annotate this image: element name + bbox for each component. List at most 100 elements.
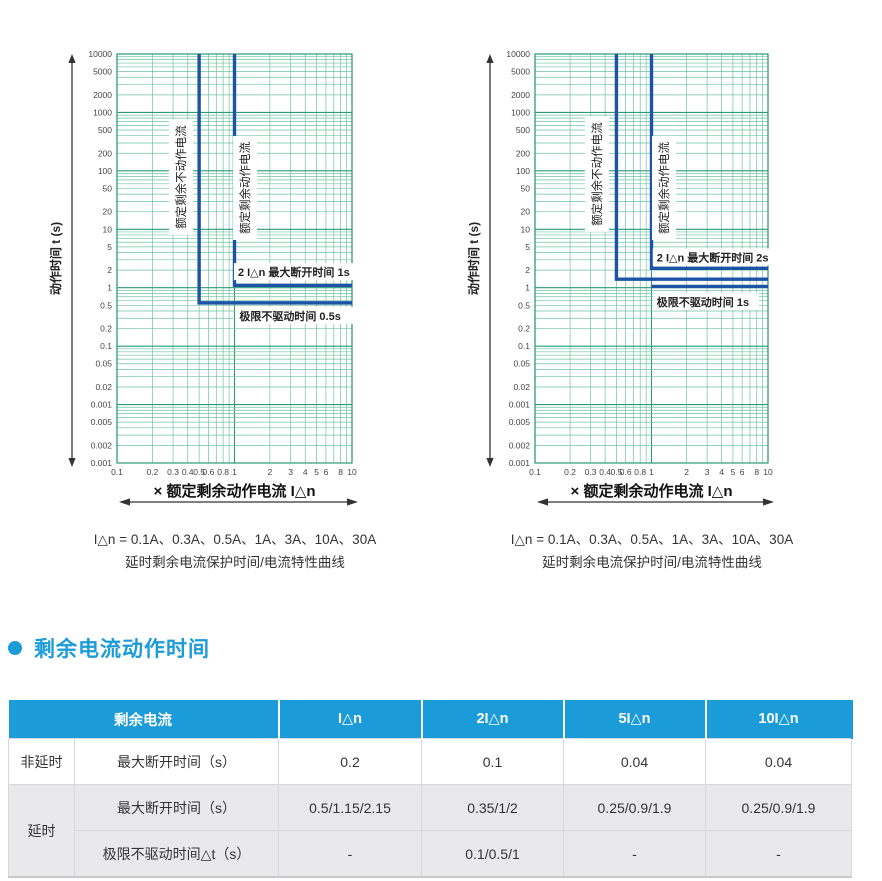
chart-caption-line1: I△n = 0.1A、0.3A、0.5A、1A、3A、10A、30A — [510, 532, 794, 547]
x-tick-label: 0.4 — [599, 467, 611, 477]
column-header: 2I△n — [421, 700, 565, 739]
y-tick-label: 0.5 — [100, 300, 112, 310]
x-tick-label: 10 — [347, 467, 357, 477]
column-header: I△n — [278, 700, 423, 739]
y-tick-label: 10 — [521, 224, 531, 234]
x-tick-label: 0.1 — [529, 467, 541, 477]
table-row: 非延时 最大断开时间（s） 0.2 0.1 0.04 0.04 — [8, 738, 852, 785]
y-tick-label: 50 — [521, 183, 531, 193]
column-header: 剩余电流 — [8, 700, 280, 739]
x-tick-label: 0.2 — [564, 467, 576, 477]
x-tick-label: 3 — [705, 467, 710, 477]
y-tick-label: 10000 — [88, 49, 112, 59]
y-tick-label: 0.005 — [509, 417, 531, 427]
x-tick-label: 8 — [754, 467, 759, 477]
section-title: 剩余电流动作时间 — [34, 638, 210, 661]
value-cell: 0.2 — [278, 738, 422, 785]
y-tick-label: 2 — [107, 265, 112, 275]
table-row: 极限不驱动时间△t（s） - 0.1/0.5/1 - - — [9, 830, 852, 878]
curve — [232, 54, 352, 287]
section-heading: 剩余电流动作时间 — [8, 633, 210, 663]
column-header: 5I△n — [563, 700, 707, 739]
x-tick-label: 3 — [288, 467, 293, 477]
row-group-cell: 非延时 — [8, 738, 75, 785]
value-cell: 0.04 — [563, 738, 706, 785]
value-cell: 0.04 — [705, 738, 852, 785]
y-tick-label: 0.002 — [91, 440, 113, 450]
y-tick-label: 500 — [516, 125, 530, 135]
y-tick-label: 10 — [103, 224, 113, 234]
characteristic-curve-charts: 额定剩余不动作电流 额定剩余动作电流 2 I△n 最大断开时间 1s 极限不驱动时间 … — [48, 49, 791, 506]
step-label: 2 I△n 最大断开时间 1s — [238, 265, 350, 279]
y-tick-label: 0.1 — [518, 341, 530, 351]
x-tick-label: 0.5 — [193, 467, 205, 477]
svg-text:额定剩余不动作电流: 额定剩余不动作电流 — [590, 122, 604, 226]
value-cell: 0.5/1.15/2.15 — [278, 784, 422, 831]
value-cell: - — [278, 830, 422, 878]
svg-text:额定剩余动作电流: 额定剩余动作电流 — [238, 141, 252, 233]
y-tick-label: 0.5 — [518, 300, 530, 310]
y-tick-label: 0.001 — [509, 400, 531, 410]
y-tick-label: 2 — [525, 265, 530, 275]
y-tick-label: 100 — [516, 166, 530, 176]
value-cell: 0.1/0.5/1 — [421, 830, 564, 878]
x-tick-label: 0.3 — [585, 467, 597, 477]
x-tick-label: 0.6 — [203, 467, 215, 477]
x-tick-label: 4 — [719, 467, 724, 477]
y-tick-label: 500 — [98, 125, 112, 135]
chart-caption-line1: I△n = 0.1A、0.3A、0.5A、1A、3A、10A、30A — [93, 532, 377, 547]
y-tick-label: 5 — [525, 242, 530, 252]
x-tick-label: 0.2 — [146, 467, 158, 477]
value-cell: - — [563, 830, 706, 878]
y-tick-label: 0.02 — [513, 382, 530, 392]
x-tick-label: 5 — [314, 467, 319, 477]
y-tick-label: 0.005 — [91, 417, 113, 427]
y-tick-label: 0.05 — [513, 359, 530, 369]
x-tick-label: 0.8 — [217, 467, 229, 477]
x-tick-label: 0.5 — [611, 467, 623, 477]
x-tick-label: 8 — [338, 467, 343, 477]
y-tick-label: 5000 — [93, 67, 112, 77]
x-tick-label: 0.4 — [182, 467, 194, 477]
step-label: 2 I△n 最大断开时间 2s — [657, 250, 769, 264]
x-tick-label: 0.8 — [634, 467, 646, 477]
label-backdrop — [652, 248, 791, 266]
y-tick-label: 100 — [98, 166, 112, 176]
step-label: 极限不驱动时间 1s — [657, 295, 749, 309]
step-label: 极限不驱动时间 0.5s — [239, 309, 340, 323]
svg-text:额定剩余不动作电流: 额定剩余不动作电流 — [174, 125, 188, 229]
x-tick-label: 0.6 — [620, 467, 632, 477]
y-tick-label: 0.001 — [91, 400, 113, 410]
svg-text:额定剩余动作电流: 额定剩余动作电流 — [657, 141, 671, 233]
x-tick-label: 2 — [684, 467, 689, 477]
row-label-cell: 最大断开时间（s） — [74, 784, 279, 831]
curve-label: 额定剩余动作电流 — [233, 135, 258, 240]
table-header-row: 剩余电流 I△n 2I△n 5I△n 10I△n — [8, 700, 853, 739]
y-tick-label: 0.001 — [91, 458, 113, 468]
x-tick-label: 6 — [740, 467, 745, 477]
x-tick-label: 4 — [303, 467, 308, 477]
y-tick-label: 2000 — [511, 90, 530, 100]
value-cell: 0.35/1/2 — [421, 784, 564, 831]
residual-current-table: 剩余电流 I△n 2I△n 5I△n 10I△n 非延时 最大断开时间（s） 0… — [8, 700, 853, 878]
row-label-cell: 极限不驱动时间△t（s） — [74, 830, 279, 878]
x-tick-label: 6 — [324, 467, 329, 477]
x-tick-label: 1 — [232, 467, 237, 477]
x-tick-label: 0.1 — [111, 467, 123, 477]
y-tick-label: 0.1 — [100, 341, 112, 351]
label-backdrop — [652, 292, 759, 310]
y-tick-label: 0.2 — [518, 324, 530, 334]
y-axis-title: 动作时间 t (s) — [466, 222, 481, 295]
y-tick-label: 0.02 — [95, 382, 112, 392]
value-cell: 0.1 — [421, 738, 564, 785]
chart-caption-line2: 延时剩余电流保护时间/电流特性曲线 — [125, 555, 345, 570]
x-tick-label: 1 — [649, 467, 654, 477]
table-row: 延时 最大断开时间（s） 0.5/1.15/2.15 0.35/1/2 0.25… — [8, 784, 852, 878]
chart: 额定剩余不动作电流 额定剩余动作电流 2 I△n 最大断开时间 2s 极限不驱动时间 … — [466, 49, 791, 506]
y-tick-label: 0.05 — [95, 359, 112, 369]
x-axis-title: × 额定剩余动作电流 I△n — [154, 482, 316, 500]
y-tick-label: 200 — [516, 148, 530, 158]
y-tick-label: 10000 — [506, 49, 530, 59]
column-header: 10I△n — [705, 700, 853, 739]
chart: 额定剩余不动作电流 额定剩余动作电流 2 I△n 最大断开时间 1s 极限不驱动时间 … — [48, 49, 372, 506]
